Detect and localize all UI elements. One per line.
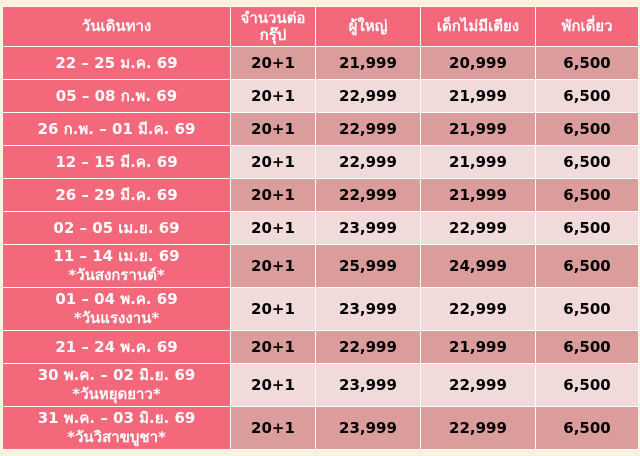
holiday-note: *วันวิสาขบูชา* [67,428,166,446]
child-price-cell: 22,999 [420,363,536,407]
date-text: 21 – 24 พ.ค. 69 [55,337,178,356]
single-supplement-cell: 6,500 [535,406,639,450]
child-price-cell: 22,999 [420,287,536,331]
date-text: 30 พ.ค. – 02 มิ.ย. 69 [37,366,196,384]
date-cell: 12 – 15 มี.ค. 69 [2,145,231,179]
adult-price-cell: 23,999 [315,211,421,245]
header-single: พักเดี่ยว [535,6,639,47]
group-cell: 20+1 [230,363,316,407]
date-text: 26 – 29 มี.ค. 69 [55,185,178,204]
adult-price-cell: 23,999 [315,363,421,407]
group-cell: 20+1 [230,178,316,212]
date-text: 12 – 15 มี.ค. 69 [55,152,178,171]
table-row: 02 – 05 เม.ย. 69 20+1 23,999 22,999 6,500 [2,211,639,245]
group-cell: 20+1 [230,79,316,113]
group-cell: 20+1 [230,46,316,80]
date-cell: 11 – 14 เม.ย. 69 *วันสงกรานต์* [2,244,231,288]
single-supplement-cell: 6,500 [535,330,639,364]
single-supplement-cell: 6,500 [535,244,639,288]
child-price-cell: 21,999 [420,178,536,212]
adult-price-cell: 23,999 [315,287,421,331]
adult-price-cell: 21,999 [315,46,421,80]
adult-price-cell: 22,999 [315,145,421,179]
single-supplement-cell: 6,500 [535,178,639,212]
adult-price-cell: 22,999 [315,112,421,146]
table-row: 11 – 14 เม.ย. 69 *วันสงกรานต์* 20+1 25,999 2… [2,244,639,288]
date-cell: 26 – 29 มี.ค. 69 [2,178,231,212]
single-supplement-cell: 6,500 [535,363,639,407]
child-price-cell: 24,999 [420,244,536,288]
table-row: 22 – 25 ม.ค. 69 20+1 21,999 20,999 6,500 [2,46,639,80]
date-cell: 05 – 08 ก.พ. 69 [2,79,231,113]
single-supplement-cell: 6,500 [535,46,639,80]
adult-price-cell: 22,999 [315,330,421,364]
child-price-cell: 22,999 [420,211,536,245]
table-row: 26 ก.พ. – 01 มี.ค. 69 20+1 22,999 21,999 6,5… [2,112,639,146]
single-supplement-cell: 6,500 [535,145,639,179]
date-text: 22 – 25 ม.ค. 69 [55,53,178,72]
child-price-cell: 21,999 [420,112,536,146]
table-row: 26 – 29 มี.ค. 69 20+1 22,999 21,999 6,500 [2,178,639,212]
group-cell: 20+1 [230,211,316,245]
child-price-cell: 20,999 [420,46,536,80]
table-row: 12 – 15 มี.ค. 69 20+1 22,999 21,999 6,500 [2,145,639,179]
header-group: จำนวนต่อ กรุ๊ป [230,6,316,47]
price-table: วันเดินทาง จำนวนต่อ กรุ๊ป ผู้ใหญ่ เด็กไม… [2,6,639,450]
table-row: 31 พ.ค. – 03 มิ.ย. 69 *วันวิสาขบูชา* 20+1 2… [2,406,639,450]
group-cell: 20+1 [230,145,316,179]
header-row: วันเดินทาง จำนวนต่อ กรุ๊ป ผู้ใหญ่ เด็กไม… [2,6,639,47]
child-price-cell: 22,999 [420,406,536,450]
child-price-cell: 21,999 [420,330,536,364]
table-row: 01 – 04 พ.ค. 69 *วันแรงงาน* 20+1 23,999 22,9… [2,287,639,331]
group-cell: 20+1 [230,406,316,450]
holiday-note: *วันแรงงาน* [73,309,160,327]
group-cell: 20+1 [230,112,316,146]
single-supplement-cell: 6,500 [535,211,639,245]
single-supplement-cell: 6,500 [535,287,639,331]
child-price-cell: 21,999 [420,79,536,113]
date-text: 02 – 05 เม.ย. 69 [53,218,180,237]
date-cell: 21 – 24 พ.ค. 69 [2,330,231,364]
header-child-no-bed: เด็กไม่มีเตียง [420,6,536,47]
adult-price-cell: 22,999 [315,178,421,212]
table-row: 30 พ.ค. – 02 มิ.ย. 69 *วันหยุดยาว* 20+1 23,… [2,363,639,407]
date-cell: 31 พ.ค. – 03 มิ.ย. 69 *วันวิสาขบูชา* [2,406,231,450]
date-cell: 01 – 04 พ.ค. 69 *วันแรงงาน* [2,287,231,331]
date-text: 11 – 14 เม.ย. 69 [53,247,180,265]
holiday-note: *วันหยุดยาว* [72,385,161,403]
table-row: 21 – 24 พ.ค. 69 20+1 22,999 21,999 6,500 [2,330,639,364]
date-cell: 22 – 25 ม.ค. 69 [2,46,231,80]
date-text: 26 ก.พ. – 01 มี.ค. 69 [37,119,196,138]
date-cell: 26 ก.พ. – 01 มี.ค. 69 [2,112,231,146]
date-text: 05 – 08 ก.พ. 69 [55,86,178,105]
date-cell: 30 พ.ค. – 02 มิ.ย. 69 *วันหยุดยาว* [2,363,231,407]
single-supplement-cell: 6,500 [535,112,639,146]
date-text: 01 – 04 พ.ค. 69 [55,290,178,308]
group-cell: 20+1 [230,287,316,331]
table-row: 05 – 08 ก.พ. 69 20+1 22,999 21,999 6,500 [2,79,639,113]
header-date: วันเดินทาง [2,6,231,47]
group-cell: 20+1 [230,330,316,364]
child-price-cell: 21,999 [420,145,536,179]
holiday-note: *วันสงกรานต์* [68,266,165,284]
header-adult: ผู้ใหญ่ [315,6,421,47]
date-cell: 02 – 05 เม.ย. 69 [2,211,231,245]
adult-price-cell: 23,999 [315,406,421,450]
single-supplement-cell: 6,500 [535,79,639,113]
adult-price-cell: 25,999 [315,244,421,288]
adult-price-cell: 22,999 [315,79,421,113]
group-cell: 20+1 [230,244,316,288]
date-text: 31 พ.ค. – 03 มิ.ย. 69 [37,409,196,427]
